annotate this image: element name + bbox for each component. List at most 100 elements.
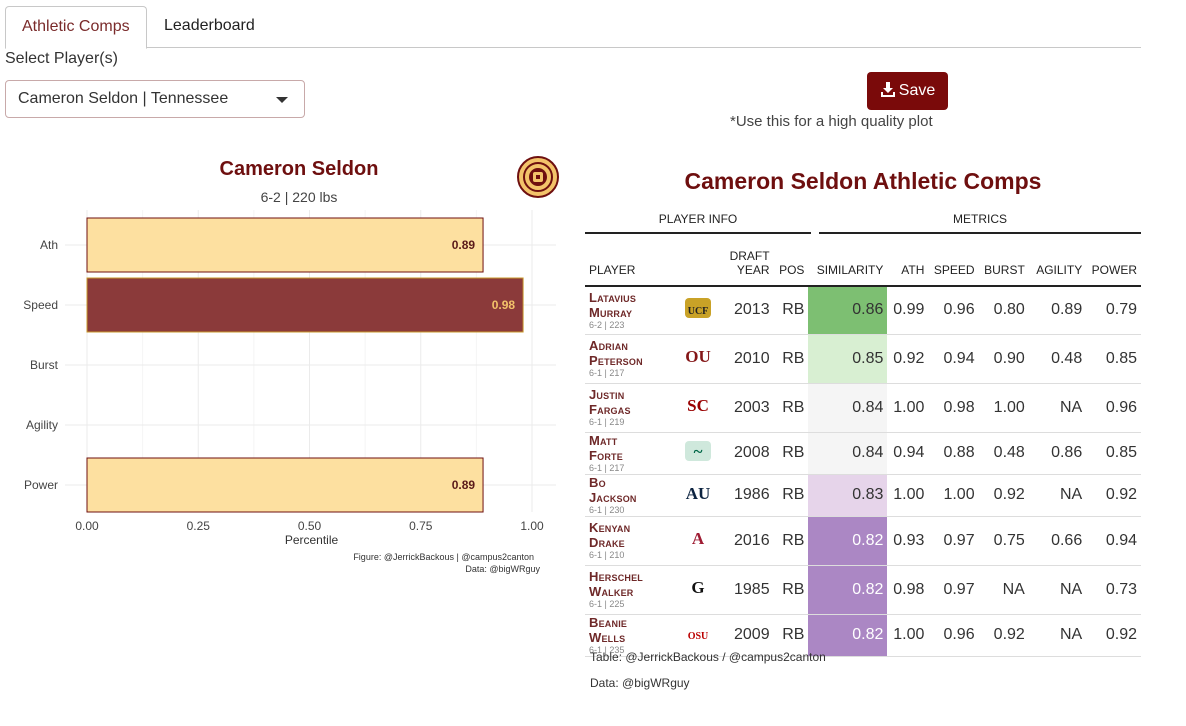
speed-cell: 0.98: [928, 383, 979, 433]
draft-year-cell: 1985: [720, 565, 774, 615]
burst-cell: 0.48: [978, 432, 1029, 475]
similarity-cell: 0.82: [808, 565, 888, 615]
download-icon: [880, 82, 895, 97]
player-first-name: Latavius: [589, 289, 637, 305]
power-cell: 0.96: [1086, 383, 1141, 433]
table-row: Beanie Wells 6-1 | 235 OSU 2009 RB 0.82 1.00 0.9…: [585, 614, 1141, 657]
pos-cell: RB: [773, 474, 809, 517]
player-cell: Kenyan Drake 6-1 | 210: [585, 516, 676, 566]
burst-cell: NA: [978, 565, 1029, 615]
school-logo-cell: OSU: [675, 614, 721, 657]
speed-cell: 0.94: [928, 334, 979, 384]
burst-cell: 0.90: [978, 334, 1029, 384]
player-first-name: Adrian: [589, 338, 629, 353]
player-last-name: Wells: [589, 629, 626, 645]
col-power: POWER: [1086, 238, 1141, 287]
player-height-weight: 6-1 | 219: [589, 417, 625, 427]
bar-value-label: 0.89: [452, 478, 476, 492]
draft-year-cell: 2013: [720, 286, 774, 335]
power-cell: 0.92: [1086, 474, 1141, 517]
player-cell: Bo Jackson 6-1 | 230: [585, 474, 676, 517]
alabama-logo: A: [692, 529, 705, 548]
draft-year-cell: 2010: [720, 334, 774, 384]
pos-cell: RB: [773, 383, 809, 433]
player-cell: Adrian Peterson 6-1 | 217: [585, 334, 676, 384]
school-logo-cell: A: [675, 516, 721, 566]
burst-cell: 0.92: [978, 474, 1029, 517]
pos-cell: RB: [773, 432, 809, 475]
chart-caption-data: Data: @bigWRguy: [465, 564, 540, 574]
x-tick-label: 0.75: [409, 519, 433, 533]
player-height-weight: 6-1 | 210: [589, 550, 625, 560]
player-first-name: Justin: [589, 387, 625, 402]
player-cell: Latavius Murray 6-2 | 223: [585, 286, 676, 335]
similarity-cell: 0.82: [808, 614, 888, 657]
player-cell: Herschel Walker 6-1 | 225: [585, 565, 676, 615]
svg-text:OSU: OSU: [687, 631, 708, 642]
table-title: Cameron Seldon Athletic Comps: [684, 168, 1042, 194]
agility-cell: 0.89: [1028, 286, 1087, 335]
usc-logo: SC: [687, 396, 709, 415]
percentile-bar-chart: Ath 0.89 Speed 0.98 Burst Agility Power 0.89 0.0…: [23, 210, 556, 574]
player-height-weight: 6-1 | 225: [589, 599, 625, 609]
agility-cell: NA: [1028, 383, 1087, 433]
comps-table: PLAYER DRAFT YEAR POS SIMILARITY ATH SPEE…: [585, 238, 1141, 657]
chart-title: Cameron Seldon: [219, 158, 379, 180]
bar-value-label: 0.89: [452, 238, 476, 252]
power-cell: 0.85: [1086, 432, 1141, 475]
table-footer-credit: Table: @JerrickBackous / @campus2canton: [590, 650, 826, 664]
agility-cell: 0.86: [1028, 432, 1087, 475]
bar: [86, 277, 524, 333]
table-row: Bo Jackson 6-1 | 230 AU 1986 RB 0.83 1.00 1.00 0.…: [585, 474, 1141, 517]
draft-year-cell: 2016: [720, 516, 774, 566]
table-row: Justin Fargas 6-1 | 219 SC 2003 RB 0.84 1.00 0.9…: [585, 383, 1141, 433]
player-first-name: Beanie: [589, 614, 628, 630]
player-cell: Beanie Wells 6-1 | 235: [585, 614, 676, 657]
col-logo: [675, 238, 721, 287]
x-tick-label: 0.00: [75, 519, 99, 533]
burst-cell: 1.00: [978, 383, 1029, 433]
table-row: Matt Forte 6-1 | 217 ~2008 RB 0.84 0.94 0.88 0.4…: [585, 432, 1141, 475]
player-height-weight: 6-1 | 230: [589, 504, 625, 515]
tab-leaderboard[interactable]: Leaderboard: [164, 17, 255, 34]
tab-athletic-comps[interactable]: Athletic Comps: [5, 6, 147, 49]
group-player-info: PLAYER INFO: [585, 212, 811, 234]
svg-text:A: A: [692, 529, 705, 548]
group-metrics: METRICS: [819, 212, 1141, 234]
agility-cell: 0.66: [1028, 516, 1087, 566]
x-tick-label: 0.50: [298, 519, 322, 533]
burst-cell: 0.80: [978, 286, 1029, 335]
school-logo-cell: G: [675, 565, 721, 615]
agility-cell: NA: [1028, 614, 1087, 657]
player-height-weight: 6-1 | 217: [589, 462, 625, 473]
pos-cell: RB: [773, 334, 809, 384]
power-cell: 0.92: [1086, 614, 1141, 657]
tab-bar: Athletic Comps Leaderboard: [5, 6, 1141, 49]
save-button[interactable]: Save: [867, 72, 948, 110]
col-draft-label: DRAFT: [729, 249, 770, 263]
y-tick-label: Burst: [30, 358, 59, 372]
school-logo-cell: OU: [675, 334, 721, 384]
power-cell: 0.94: [1086, 516, 1141, 566]
table-row: Herschel Walker 6-1 | 225 G 1985 RB 0.82 0.98 0.…: [585, 565, 1141, 615]
similarity-cell: 0.82: [808, 516, 888, 566]
player-height-weight: 6-1 | 217: [589, 368, 625, 378]
auburn-logo: AU: [685, 484, 710, 503]
y-tick-label: Ath: [40, 238, 58, 252]
ath-cell: 0.99: [887, 286, 929, 335]
table-footer-data: Data: @bigWRguy: [590, 676, 690, 690]
svg-text:AU: AU: [685, 484, 710, 503]
player-select-value: Cameron Seldon | Tennessee: [18, 90, 229, 107]
bar: [86, 217, 484, 273]
player-last-name: Murray: [589, 304, 633, 320]
draft-year-cell: 2009: [720, 614, 774, 657]
school-logo-cell: AU: [675, 474, 721, 517]
player-last-name: Jackson: [589, 489, 637, 505]
player-last-name: Fargas: [589, 402, 631, 417]
player-last-name: Walker: [589, 584, 634, 599]
ath-cell: 1.00: [887, 383, 929, 433]
burst-cell: 0.92: [978, 614, 1029, 657]
agility-cell: NA: [1028, 474, 1087, 517]
campus2canton-logo: [517, 156, 559, 198]
player-select[interactable]: Cameron Seldon | Tennessee: [5, 80, 305, 118]
